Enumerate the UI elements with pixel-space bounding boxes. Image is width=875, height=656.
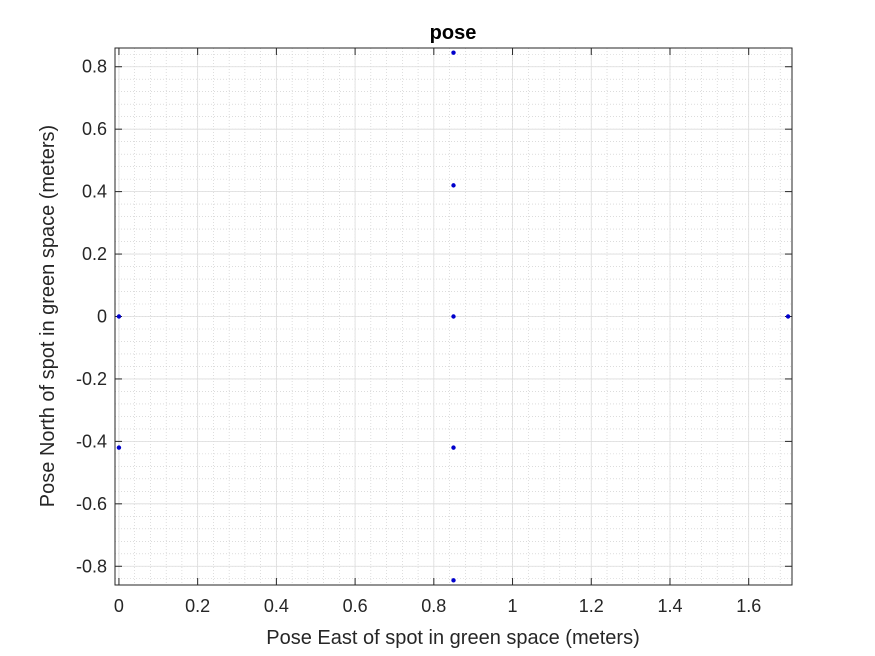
y-tick-label: 0.8 <box>82 57 107 77</box>
x-tick-label: 1.4 <box>657 596 682 616</box>
x-tick-labels: 0 0.2 0.4 0.6 0.8 1 1.2 1.4 1.6 <box>114 596 761 616</box>
chart-title: pose <box>430 22 477 44</box>
x-tick-label: 1.6 <box>736 596 761 616</box>
y-tick-label: -0.2 <box>76 369 107 389</box>
y-axis-label: Pose North of spot in green space (meter… <box>37 125 59 507</box>
data-point <box>451 183 456 188</box>
data-point <box>116 314 122 319</box>
data-point <box>451 50 456 55</box>
y-tick-labels: -0.8 -0.6 -0.4 -0.2 0 0.2 0.4 0.6 0.8 <box>76 57 107 577</box>
x-tick-label: 0.4 <box>264 596 289 616</box>
x-tick-label: 1 <box>508 596 518 616</box>
y-tick-label: 0.4 <box>82 182 107 202</box>
y-tick-label: -0.4 <box>76 431 107 451</box>
data-point <box>451 314 456 319</box>
y-tick-label: 0 <box>97 307 107 327</box>
y-tick-label: -0.6 <box>76 494 107 514</box>
data-point <box>785 314 791 319</box>
y-tick-label: 0.6 <box>82 119 107 139</box>
x-axis-label: Pose East of spot in green space (meters… <box>266 627 640 649</box>
data-points <box>116 50 791 583</box>
major-gridlines <box>115 48 792 585</box>
x-tick-label: 0.2 <box>185 596 210 616</box>
x-tick-label: 0.8 <box>421 596 446 616</box>
x-tick-label: 1.2 <box>579 596 604 616</box>
y-tick-label: 0.2 <box>82 244 107 264</box>
x-tick-label: 0 <box>114 596 124 616</box>
data-point <box>116 445 122 450</box>
y-tick-label: -0.8 <box>76 556 107 576</box>
data-point <box>451 445 456 450</box>
x-tick-label: 0.6 <box>343 596 368 616</box>
data-point <box>451 578 456 583</box>
